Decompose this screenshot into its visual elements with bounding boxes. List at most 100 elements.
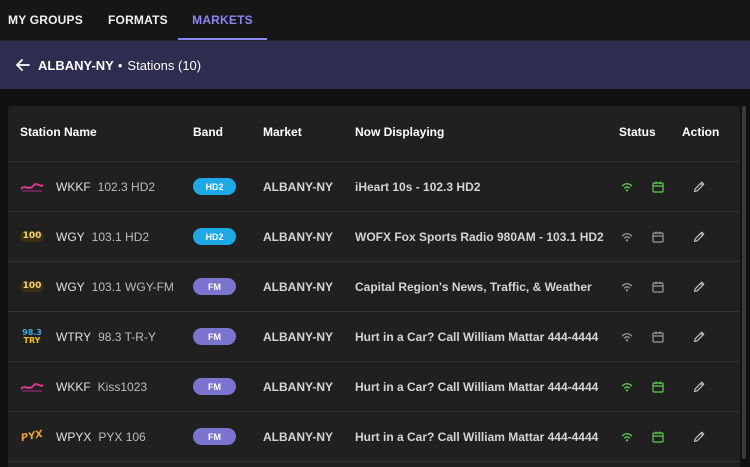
table-row[interactable]: WKKF Kiss1023 FM ALBANY-NY Hurt in a Car? Ca… [8, 362, 740, 412]
station-name: WGY 103.1 HD2 [56, 212, 149, 261]
signal-icon [621, 382, 633, 391]
station-frequency: 103.1 WGY-FM [91, 279, 174, 294]
band-badge: HD2 [193, 228, 236, 245]
station-name: WKKF 102.3 HD2 [56, 162, 155, 211]
station-count: Stations (10) [127, 57, 202, 73]
edit-button[interactable] [692, 212, 706, 261]
band-cell: FM [193, 262, 236, 311]
tab-formats[interactable]: FORMATS [108, 13, 168, 27]
edit-button[interactable] [692, 312, 706, 361]
header-now-displaying[interactable]: Now Displaying [355, 125, 445, 139]
station-frequency: 103.1 HD2 [91, 229, 150, 244]
kiss-logo [20, 382, 44, 392]
pyx-logo: PYX [19, 428, 44, 444]
table-row[interactable]: 98.3 TRY WTRY 98.3 T-R-Y FM ALBANY-NY Hurt in … [8, 312, 740, 362]
header-action: Action [682, 125, 720, 139]
header-band[interactable]: Band [193, 125, 223, 139]
station-name: WGY 103.1 WGY-FM [56, 262, 174, 311]
edit-icon[interactable] [692, 280, 706, 294]
market-cell: ALBANY-NY [263, 279, 334, 294]
edit-icon[interactable] [692, 430, 706, 444]
edit-icon[interactable] [692, 230, 706, 244]
band-cell: FM [193, 362, 236, 411]
table-header: Station Name Band Market Now Displaying … [8, 106, 740, 162]
top-nav: MY GROUPS FORMATS MARKETS [0, 0, 750, 41]
header-market[interactable]: Market [263, 125, 302, 139]
station-logo: PYX [20, 412, 44, 461]
station-logo [20, 362, 44, 411]
status-schedule[interactable] [651, 312, 665, 361]
header-status: Status [619, 125, 656, 139]
status-schedule[interactable] [651, 412, 665, 461]
band-cell: FM [193, 412, 236, 461]
band-cell: HD2 [193, 162, 236, 211]
edit-button[interactable] [692, 412, 706, 461]
calendar-icon[interactable] [651, 230, 665, 244]
header-station-name[interactable]: Station Name [20, 125, 97, 139]
station-logo: 100 [19, 212, 45, 261]
table-row[interactable]: 100 WGY 103.1 WGY-FM FM ALBANY-NY Capital Reg… [8, 262, 740, 312]
calendar-icon[interactable] [651, 380, 665, 394]
market-cell: ALBANY-NY [263, 429, 334, 444]
band-cell: HD2 [193, 212, 236, 261]
band-badge: HD2 [193, 178, 236, 195]
station-name: WKKF Kiss1023 [56, 362, 147, 411]
table-row[interactable]: PYX WPYX PYX 106 FM ALBANY-NY Hurt in a Car? … [8, 412, 740, 462]
station-call-sign: WKKF [56, 179, 91, 194]
band-badge: FM [193, 428, 236, 445]
status-signal [620, 162, 634, 211]
try-logo: 98.3 TRY [22, 327, 42, 345]
status-schedule[interactable] [651, 212, 665, 261]
band-badge: FM [193, 278, 236, 295]
station-logo: 100 [19, 262, 45, 311]
calendar-icon[interactable] [651, 330, 665, 344]
now-displaying-cell: Capital Region's News, Traffic, & Weathe… [355, 279, 592, 294]
signal-icon [621, 182, 633, 191]
status-signal [620, 412, 634, 461]
signal-icon [621, 332, 633, 341]
status-signal [620, 212, 634, 261]
station-frequency: PYX 106 [98, 429, 146, 444]
station-name: WTRY 98.3 T-R-Y [56, 312, 156, 361]
station-call-sign: WKKF [56, 379, 91, 394]
scrollbar[interactable] [742, 106, 746, 459]
edit-icon[interactable] [692, 330, 706, 344]
breadcrumb-separator: • [117, 57, 123, 73]
calendar-icon[interactable] [651, 180, 665, 194]
calendar-icon[interactable] [651, 430, 665, 444]
station-call-sign: WPYX [56, 429, 92, 444]
market-cell: ALBANY-NY [263, 329, 334, 344]
try-logo-bottom: TRY [23, 335, 41, 345]
edit-icon[interactable] [692, 180, 706, 194]
station-name: WPYX PYX 106 [56, 412, 146, 461]
back-arrow-icon[interactable] [14, 56, 32, 74]
status-signal [620, 262, 634, 311]
table-row[interactable]: 100 WGY 103.1 HD2 HD2 ALBANY-NY WOFX Fox Spor… [8, 212, 740, 262]
market-cell: ALBANY-NY [263, 229, 334, 244]
edit-button[interactable] [692, 262, 706, 311]
status-signal [620, 312, 634, 361]
status-schedule[interactable] [651, 262, 665, 311]
edit-button[interactable] [692, 362, 706, 411]
signal-icon [621, 432, 633, 441]
now-displaying-cell: iHeart 10s - 102.3 HD2 [355, 179, 481, 194]
market-cell: ALBANY-NY [263, 179, 334, 194]
status-signal [620, 362, 634, 411]
band-badge: FM [193, 328, 236, 345]
edit-icon[interactable] [692, 380, 706, 394]
tab-my-groups[interactable]: MY GROUPS [8, 13, 83, 27]
calendar-icon[interactable] [651, 280, 665, 294]
try-logo-top: 98.3 [22, 327, 42, 337]
station-frequency: 98.3 T-R-Y [98, 329, 156, 344]
status-schedule[interactable] [651, 162, 665, 211]
stations-table: Station Name Band Market Now Displaying … [8, 106, 740, 467]
tab-markets[interactable]: MARKETS [178, 0, 267, 40]
status-schedule[interactable] [651, 362, 665, 411]
edit-button[interactable] [692, 162, 706, 211]
kiss-logo [20, 182, 44, 192]
now-displaying-cell: Hurt in a Car? Call William Mattar 444-4… [355, 329, 599, 344]
table-row[interactable]: WKKF 102.3 HD2 HD2 ALBANY-NY iHeart 10s - 10… [8, 162, 740, 212]
market-name: ALBANY-NY [38, 57, 114, 73]
station-call-sign: WGY [56, 229, 85, 244]
now-displaying-cell: Hurt in a Car? Call William Mattar 444-4… [355, 379, 599, 394]
